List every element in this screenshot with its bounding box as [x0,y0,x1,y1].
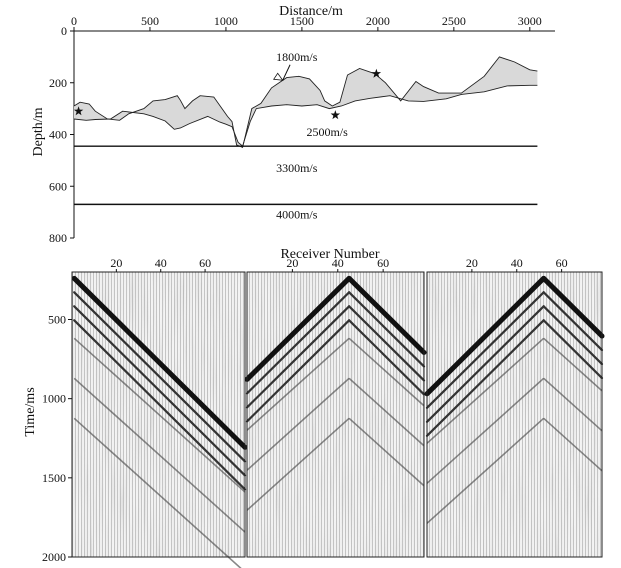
y-tick-label: 800 [49,231,67,245]
source-star-icon [371,68,382,78]
first-break-right [346,275,427,355]
velocity-model-x-label: Distance/m [279,4,343,19]
surface-wave-left [246,337,350,431]
shot-gathers-panel: Receiver Number Time/ms 20 40 60 20 40 60 20 40… [23,247,605,568]
surface-wave-left [246,377,350,471]
first-break-right [73,319,247,491]
surface-wave-right [73,337,246,493]
first-break-left [424,275,547,397]
receiver-tick-label: 20 [110,256,122,270]
x-tick-label: 2000 [366,14,390,28]
surface-wave-right [348,337,425,407]
surface-wave-right [73,377,246,533]
first-break-right [542,319,604,380]
source-star-icon [330,110,341,120]
gather-frame [71,271,246,558]
x-tick-label: 1500 [290,14,314,28]
x-tick-label: 1000 [214,14,238,28]
shot-gathers [71,271,605,568]
velocity-label: 3300m/s [276,161,318,175]
velocity-model-layers [73,56,538,206]
surface-wave-right [348,417,425,487]
shot-gathers-ticks: 20 40 60 20 40 60 20 40 60 500 1000 1500 2000 [42,256,568,564]
weathering-base-line [73,84,538,147]
surface-line [73,56,538,149]
shot-gathers-y-label: Time/ms [23,387,38,436]
velocity-label: 1800m/s [276,50,318,64]
receiver-tick-label: 20 [286,256,298,270]
shot-gather-3 [424,271,605,558]
receiver-tick-label: 40 [332,256,344,270]
x-tick-label: 0 [71,14,77,28]
first-break-left [425,319,545,437]
shot-gathers-x-label: Receiver Number [280,247,379,262]
first-break-right [541,275,605,339]
trace-noise [247,272,424,557]
surface-wave-left [246,417,350,511]
surface-wave-right [73,417,242,568]
velocity-label: 4000m/s [276,208,318,222]
receiver-tick-label: 20 [466,256,478,270]
surface-wave-right [543,377,603,432]
surface-wave-right [543,417,603,472]
x-tick-label: 500 [141,14,159,28]
velocity-model-panel: Distance/m Depth/m 0 500 1000 1500 2000 2500 3… [31,4,555,245]
first-break-right [348,291,426,368]
first-break-left [245,291,351,395]
y-tick-label: 0 [61,24,67,38]
arrow-icon [282,64,291,81]
source-star-icon [73,106,84,116]
low-velocity-layer [74,56,538,148]
first-break-right [348,319,426,396]
receiver-tick-label: 60 [199,256,211,270]
arrowhead-icon [273,72,284,81]
gather-frame [246,271,425,558]
first-break-right [348,305,426,382]
first-break-left [425,291,545,409]
first-break-left [425,305,545,423]
receiver-tick-label: 40 [511,256,523,270]
first-break-right [73,291,247,463]
first-break-left [244,275,352,382]
y-tick-label: 600 [49,179,67,193]
trace-noise [427,272,602,557]
first-break-right [73,305,247,477]
surface-wave-right [543,337,603,392]
x-tick-label: 3000 [518,14,542,28]
y-tick-label: 200 [49,76,67,90]
velocity-model-y-label: Depth/m [31,107,46,156]
velocity-model-ticks: 0 500 1000 1500 2000 2500 3000 0 200 400 600 800 [49,14,542,245]
receiver-tick-label: 60 [556,256,568,270]
shot-gather-1 [71,271,248,568]
velocity-label: 2500m/s [306,125,348,139]
time-tick-label: 1000 [42,392,66,406]
first-break-right [542,291,604,352]
x-tick-label: 2500 [442,14,466,28]
time-tick-label: 500 [48,313,66,327]
time-tick-label: 1500 [42,471,66,485]
first-break-left [245,319,351,423]
surface-wave-right [348,377,425,447]
receiver-tick-label: 40 [155,256,167,270]
y-tick-label: 400 [49,128,67,142]
surface-wave-left [426,337,545,444]
gather-frame [426,271,603,558]
time-tick-label: 2000 [42,550,66,564]
first-break-left [245,305,351,409]
first-break-right [542,305,604,366]
shot-gather-2 [244,271,427,558]
receiver-tick-label: 60 [377,256,389,270]
velocity-model-annotations: 1800m/s 2500m/s 3300m/s 4000m/s [73,50,382,222]
surface-wave-left [426,417,545,524]
surface-wave-left [426,377,545,484]
first-break-right [71,275,248,450]
